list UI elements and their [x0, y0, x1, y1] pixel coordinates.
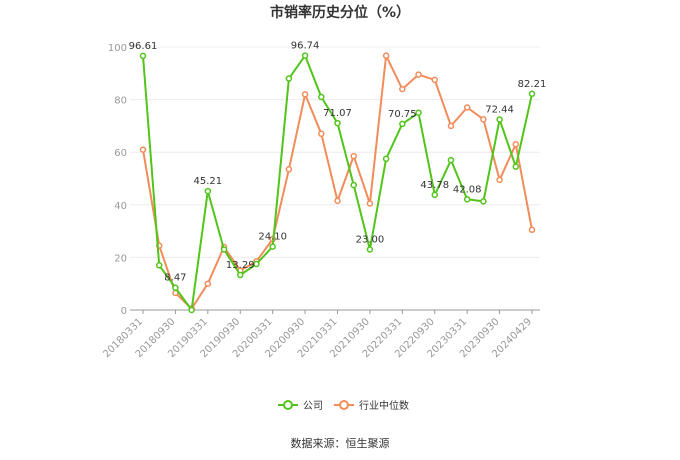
data-point-industry	[366, 200, 374, 207]
data-labels: 96.61 8.47 45.21 13.29 24.10 96.74 71.07 23.00 7…	[129, 41, 547, 284]
chart-title: 市销率历史分位（%）	[270, 4, 410, 21]
data-label: 82.21	[518, 79, 547, 90]
data-point-company	[334, 119, 341, 127]
legend-label-company: 公司	[303, 401, 323, 412]
data-label: 71.07	[323, 108, 352, 119]
data-point-company	[155, 262, 163, 269]
legend-label-industry: 行业中位数	[359, 399, 409, 412]
y-tick-label-60: 60	[114, 148, 127, 159]
legend: 公司 行业中位数	[278, 399, 409, 412]
data-label: 23.00	[356, 235, 385, 246]
data-point-company	[480, 198, 487, 205]
data-point-company	[269, 243, 276, 250]
grid-lines	[130, 46, 540, 258]
data-point-company	[253, 260, 260, 268]
data-point-industry	[350, 152, 357, 160]
data-point-industry	[382, 52, 390, 59]
data-label: 96.61	[129, 41, 158, 52]
data-point-industry	[285, 166, 293, 173]
data-point-industry	[301, 91, 309, 98]
data-point-company	[220, 246, 228, 253]
data-point-industry	[480, 116, 487, 123]
y-tick-label-100: 100	[108, 43, 127, 54]
data-point-company	[350, 181, 357, 189]
data-point-company	[528, 90, 536, 98]
legend-item-company[interactable]: 公司	[278, 400, 323, 412]
data-point-industry	[415, 71, 422, 78]
data-label: 43.78	[420, 180, 449, 191]
data-point-company	[496, 116, 503, 123]
data-label: 72.44	[485, 104, 514, 115]
data-point-company	[301, 52, 309, 59]
data-point-industry	[334, 197, 341, 205]
data-point-industry	[496, 176, 503, 184]
data-label: 8.47	[164, 273, 186, 284]
data-point-company	[318, 93, 325, 101]
data-point-industry	[399, 85, 406, 93]
data-point-company	[431, 191, 438, 199]
data-point-company	[447, 156, 455, 164]
y-tick-label-0: 0	[121, 306, 127, 317]
data-point-company	[285, 75, 293, 82]
legend-item-industry[interactable]: 行业中位数	[334, 399, 409, 412]
data-point-company	[139, 52, 147, 60]
data-label: 96.74	[291, 41, 320, 52]
data-point-industry	[139, 146, 147, 153]
legend-marker-industry	[339, 400, 349, 410]
data-label: 13.29	[226, 260, 255, 271]
data-point-company	[204, 187, 212, 195]
data-point-industry	[512, 141, 520, 148]
source-note: 数据来源：恒生聚源	[291, 436, 390, 450]
data-point-industry	[204, 280, 212, 287]
data-label: 24.10	[258, 232, 287, 243]
data-point-company	[382, 155, 390, 163]
data-point-industry	[431, 76, 438, 84]
data-label: 42.08	[453, 184, 482, 195]
data-label: 70.75	[388, 109, 417, 120]
x-axis-ticks: 2018033120180930201903312019093020200331…	[101, 310, 534, 360]
data-point-industry	[463, 104, 471, 111]
data-point-company	[188, 306, 195, 314]
y-tick-label-40: 40	[114, 201, 127, 212]
data-point-company	[463, 196, 471, 203]
data-point-company	[512, 163, 520, 170]
y-tick-label-20: 20	[114, 253, 127, 264]
data-point-company	[237, 271, 244, 279]
data-point-industry	[447, 122, 455, 130]
data-point-industry	[318, 130, 325, 138]
series-company	[139, 52, 536, 314]
data-point-company	[399, 120, 406, 128]
legend-marker-company	[283, 400, 293, 410]
data-point-company	[172, 284, 179, 291]
data-point-company	[366, 246, 374, 253]
y-axis-ticks: 0 20 40 60 80 100	[108, 43, 127, 317]
data-point-company	[415, 109, 422, 116]
data-label: 45.21	[194, 176, 223, 187]
data-point-industry	[528, 226, 536, 234]
y-tick-label-80: 80	[114, 96, 127, 107]
